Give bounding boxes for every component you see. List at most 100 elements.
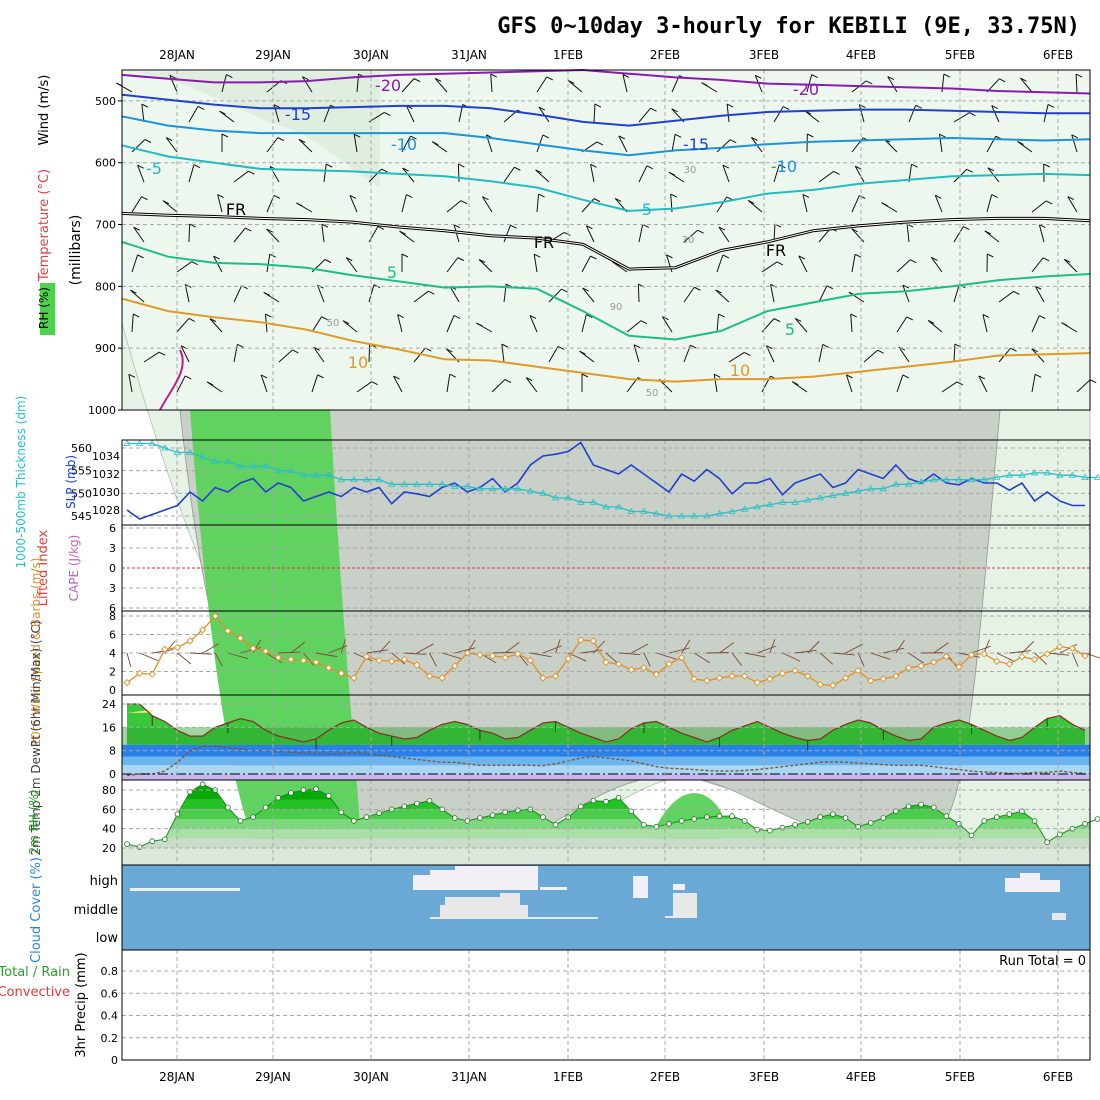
wind-barb-flag bbox=[263, 292, 270, 296]
surface-wind-barb bbox=[996, 652, 1015, 662]
wind-barb-flag bbox=[116, 82, 123, 87]
date-label-bottom: 4FEB bbox=[846, 1070, 876, 1084]
wind-barb bbox=[986, 194, 993, 213]
wind-barb bbox=[478, 259, 493, 273]
wind-barb-flag bbox=[446, 348, 453, 353]
wind-barb bbox=[851, 254, 856, 273]
wind-speed-point bbox=[161, 645, 169, 653]
cloud-high-bar bbox=[1020, 873, 1040, 892]
cloud-mid-bar bbox=[445, 897, 500, 918]
rh-point bbox=[237, 818, 244, 824]
rh-point bbox=[1056, 831, 1063, 838]
wind-barb bbox=[1075, 73, 1078, 93]
wind-barb-flag bbox=[514, 166, 521, 171]
wind-speed-point bbox=[463, 649, 471, 657]
wind-speed-point bbox=[577, 636, 585, 644]
wind-speed-point bbox=[942, 653, 950, 661]
wind-barb bbox=[585, 225, 595, 243]
cloud-high-bar bbox=[673, 884, 685, 890]
cloud-high-bar bbox=[430, 870, 455, 890]
rh-point bbox=[540, 814, 546, 820]
date-label-top: 28JAN bbox=[159, 48, 195, 62]
wind-barb-flag bbox=[504, 379, 512, 383]
wind-barb-flag bbox=[529, 314, 537, 319]
surface-wind-barb bbox=[782, 652, 801, 662]
wind-speed-point bbox=[514, 650, 522, 658]
rh-band bbox=[127, 799, 1090, 810]
wind-barb bbox=[188, 164, 195, 183]
wind-speed-point bbox=[551, 672, 560, 680]
surface-wind-barb bbox=[366, 649, 389, 654]
wind-barb bbox=[1034, 286, 1045, 303]
wind-speed-point bbox=[148, 670, 156, 678]
surface-wind-barb bbox=[252, 639, 261, 654]
isotherm-line bbox=[121, 240, 1091, 341]
date-label-top: 29JAN bbox=[255, 48, 291, 62]
rh-point bbox=[187, 789, 193, 795]
wind-tick-label: 6 bbox=[109, 629, 116, 642]
wind-speed-point bbox=[677, 653, 686, 662]
rh-point bbox=[792, 821, 798, 828]
surface-wind-barb bbox=[492, 651, 515, 654]
wind-barb-flag bbox=[141, 103, 149, 108]
wind-barb-flag bbox=[1010, 347, 1017, 352]
wind-barb-flag bbox=[987, 253, 994, 258]
wind-barb bbox=[908, 105, 917, 123]
wind-barb-flag bbox=[482, 196, 489, 201]
wind-barb-flag bbox=[911, 163, 918, 168]
wind-speed-point bbox=[1068, 644, 1077, 653]
wind-speed-point bbox=[841, 674, 850, 682]
wind-barb-flag bbox=[766, 345, 773, 350]
thickness-point bbox=[488, 485, 497, 492]
wind-barb bbox=[851, 228, 865, 243]
wind-barb-flag bbox=[586, 225, 593, 230]
surface-wind-barb bbox=[832, 652, 855, 656]
wind-barb-flag bbox=[273, 194, 281, 199]
wind-speed-point bbox=[325, 664, 333, 672]
wind-barb bbox=[618, 135, 628, 153]
wind-barb bbox=[536, 76, 548, 93]
wind-barb bbox=[582, 287, 595, 303]
thickness-point bbox=[1093, 473, 1100, 480]
wind-barb-flag bbox=[694, 286, 701, 291]
cloud-background bbox=[122, 865, 1090, 950]
wind-barb bbox=[722, 164, 730, 183]
thickness-point bbox=[1043, 469, 1051, 476]
wind-barb-flag bbox=[1089, 379, 1097, 384]
precip-tick-label: 0 bbox=[111, 1054, 118, 1067]
wind-barb-flag bbox=[671, 108, 678, 113]
wind-barb-flag bbox=[128, 373, 136, 378]
wind-speed-point bbox=[299, 656, 308, 665]
contour-label: 30 bbox=[682, 235, 695, 246]
wind-barb-flag bbox=[413, 78, 421, 83]
wind-barb bbox=[953, 343, 956, 363]
wind-barb bbox=[141, 104, 145, 123]
wind-barb-flag bbox=[987, 167, 995, 172]
surface-wind-barb bbox=[630, 643, 649, 654]
surface-wind-barb bbox=[139, 652, 159, 662]
wind-barb bbox=[233, 227, 246, 243]
wind-barb bbox=[538, 106, 550, 123]
surface-wind-barb bbox=[656, 652, 677, 660]
contour-label: -15 bbox=[285, 105, 311, 124]
temp-band-10-16 bbox=[122, 727, 1090, 745]
date-label-bottom: 28JAN bbox=[159, 1070, 195, 1084]
rh-point bbox=[804, 819, 811, 825]
surface-wind-barb bbox=[971, 645, 991, 654]
wind-barb bbox=[503, 225, 511, 243]
date-label-top: 5FEB bbox=[945, 48, 975, 62]
wind-barb-flag bbox=[668, 171, 676, 176]
wind-barb bbox=[804, 110, 820, 123]
wind-barb bbox=[176, 375, 186, 393]
precip-tick-label: 0.2 bbox=[101, 1032, 119, 1045]
surface-wind-barb bbox=[316, 652, 338, 658]
wind-barb-flag bbox=[325, 163, 333, 168]
rh-point bbox=[729, 813, 735, 819]
rh-point bbox=[414, 800, 420, 807]
cloud-mid-strip bbox=[430, 917, 598, 919]
wind-barb-flag bbox=[902, 374, 910, 379]
wind-barb bbox=[266, 254, 271, 273]
surface-wind-barb bbox=[1059, 643, 1078, 654]
wind-speed-point bbox=[753, 678, 761, 687]
wind-barb bbox=[176, 261, 193, 273]
